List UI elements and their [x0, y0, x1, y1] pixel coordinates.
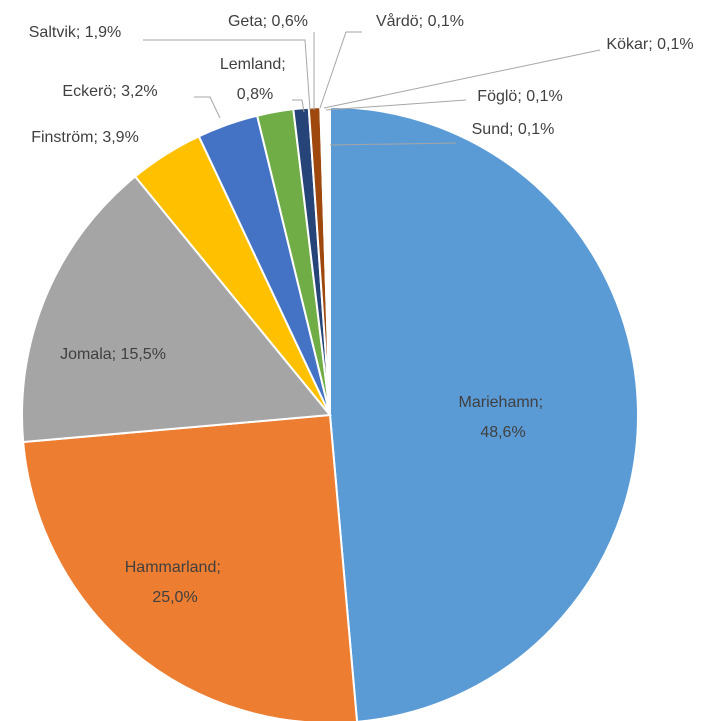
- data-label: Hammarland; 25,0%: [125, 559, 225, 606]
- label-separator: ;: [263, 13, 272, 30]
- label-separator: ;: [216, 559, 225, 576]
- label-category: Eckerö: [62, 83, 112, 100]
- label-value: 0,1%: [657, 36, 693, 53]
- data-label: Kökar; 0,1%: [606, 36, 693, 53]
- label-separator: ;: [648, 36, 657, 53]
- label-category: Mariehamn: [459, 394, 539, 411]
- data-label: Saltvik; 1,9%: [29, 24, 121, 41]
- data-label: Föglö; 0,1%: [477, 88, 562, 105]
- leader-line: [319, 31, 362, 109]
- label-category: Lemland: [220, 56, 281, 73]
- data-label: Sund; 0,1%: [472, 121, 555, 138]
- data-label: Jomala; 15,5%: [60, 346, 166, 363]
- data-label: Eckerö; 3,2%: [62, 83, 157, 100]
- label-category: Föglö: [477, 88, 517, 105]
- leader-line: [292, 99, 305, 113]
- label-value: 3,9%: [102, 129, 138, 146]
- label-value: 0,1%: [518, 121, 554, 138]
- label-category: Geta: [228, 13, 263, 30]
- label-category: Jomala: [60, 346, 112, 363]
- label-value: 0,6%: [272, 13, 308, 30]
- label-value: 48,6%: [480, 424, 525, 441]
- leader-line: [325, 99, 467, 111]
- leader-line: [143, 39, 311, 111]
- label-category: Vårdö: [376, 12, 419, 30]
- leader-line: [194, 96, 221, 119]
- label-separator: ;: [112, 346, 121, 363]
- label-category: Kökar: [606, 36, 648, 53]
- label-separator: ;: [281, 56, 290, 73]
- data-label: Geta; 0,6%: [228, 13, 308, 30]
- label-separator: ;: [93, 129, 102, 146]
- label-category: Hammarland: [125, 559, 217, 576]
- label-value: 0,1%: [526, 88, 562, 105]
- label-category: Saltvik: [29, 24, 77, 41]
- label-separator: ;: [539, 394, 548, 411]
- label-value: 0,8%: [237, 86, 273, 103]
- pie-slice: [329, 105, 639, 721]
- leader-line: [323, 49, 601, 109]
- label-value: 1,9%: [85, 24, 121, 41]
- data-label: Finström; 3,9%: [31, 129, 139, 146]
- label-separator: ;: [419, 13, 428, 30]
- data-label: Lemland; 0,8%: [220, 56, 290, 103]
- pie-slice: [21, 175, 332, 444]
- label-separator: ;: [509, 121, 518, 138]
- label-separator: ;: [112, 83, 121, 100]
- label-separator: ;: [76, 24, 85, 41]
- label-value: 0,1%: [428, 13, 464, 30]
- data-label: Vårdö; 0,1%: [376, 12, 464, 30]
- label-value: 15,5%: [121, 346, 166, 363]
- leader-line: [329, 142, 457, 146]
- label-value: 3,2%: [121, 83, 157, 100]
- label-category: Sund: [472, 121, 509, 138]
- data-label: Mariehamn; 48,6%: [459, 394, 548, 441]
- label-category: Finström: [31, 129, 93, 146]
- label-value: 25,0%: [152, 589, 197, 606]
- label-separator: ;: [517, 88, 526, 105]
